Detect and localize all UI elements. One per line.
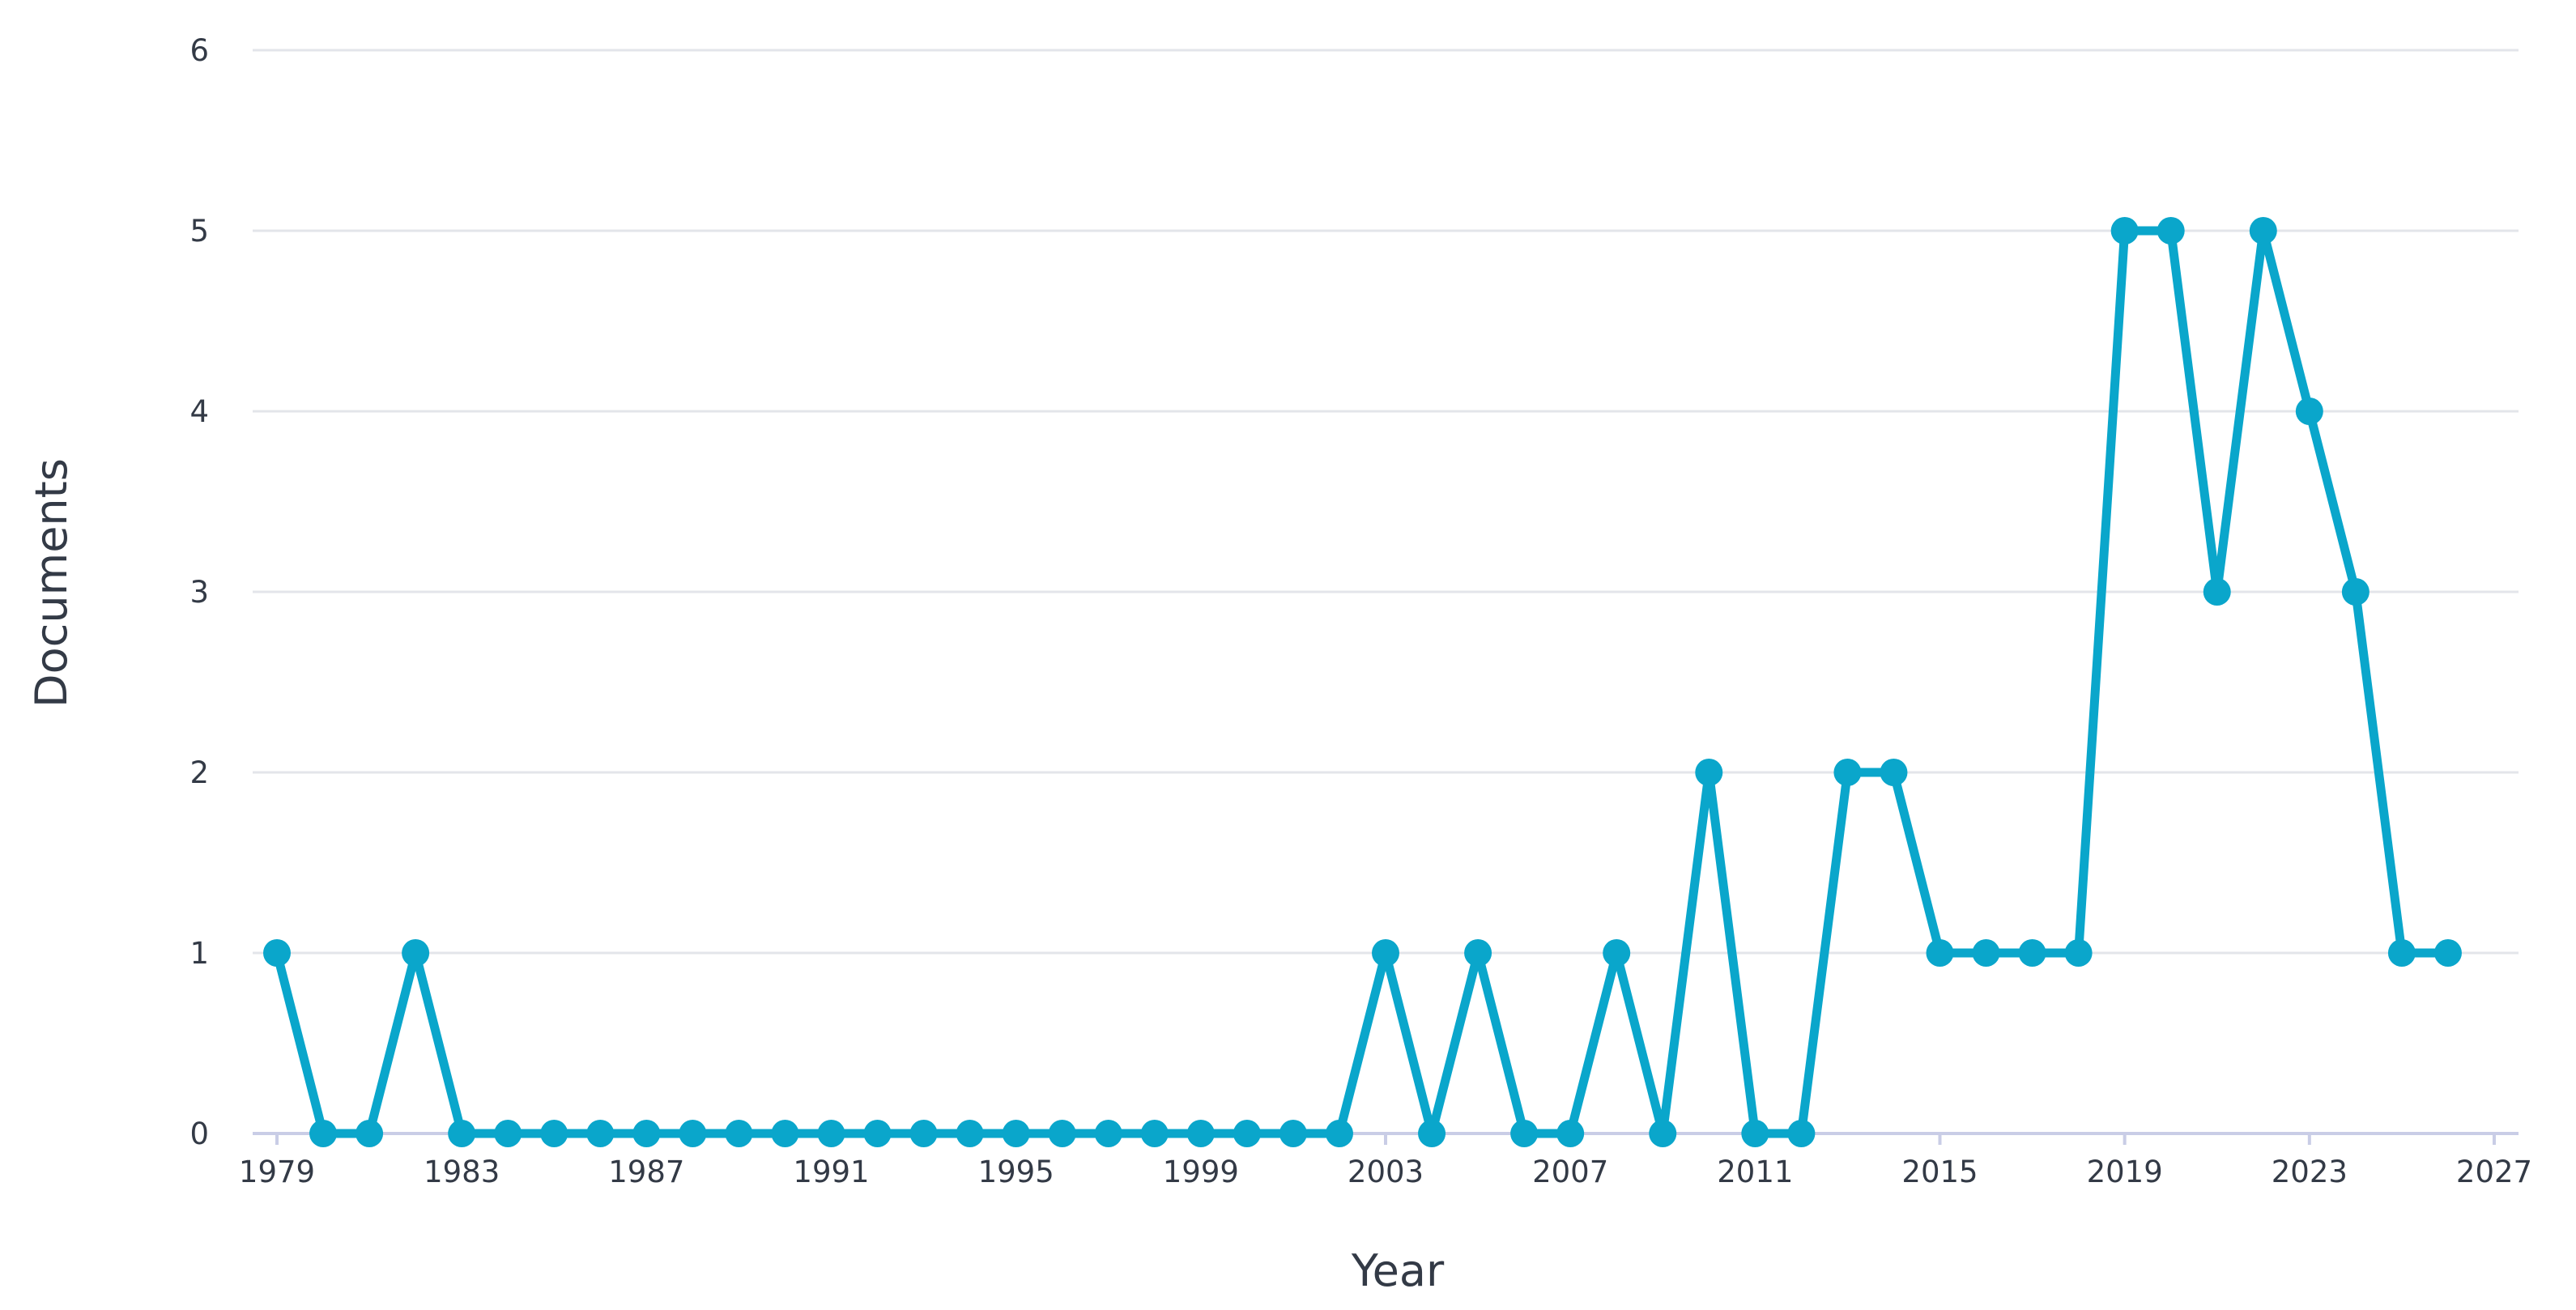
data-point[interactable] [2433,939,2462,967]
data-point[interactable] [632,1120,661,1147]
data-point[interactable] [1186,1120,1215,1147]
x-axis-ticks: 1979 1983 1987 1991 1995 1999 2003 2007 2011 2015… [239,1133,2532,1189]
y-tick-label: 4 [189,394,209,429]
data-point[interactable] [2341,578,2369,606]
data-point[interactable] [1233,1120,1261,1147]
x-tick-label: 1995 [978,1155,1054,1189]
x-tick-label: 1991 [793,1155,869,1189]
gridlines [253,49,2519,1135]
y-tick-label: 2 [189,755,209,790]
data-point[interactable] [1140,1120,1169,1147]
y-tick-label: 5 [189,214,209,249]
data-point[interactable] [863,1120,892,1147]
data-point[interactable] [725,1120,753,1147]
x-tick-label: 1983 [424,1155,500,1189]
data-point[interactable] [1464,939,1492,967]
data-point[interactable] [1695,759,1723,786]
data-point[interactable] [679,1120,707,1147]
data-point[interactable] [1972,939,2000,967]
data-point[interactable] [1787,1120,1816,1147]
data-point[interactable] [2157,217,2185,245]
data-point[interactable] [1325,1120,1353,1147]
data-point[interactable] [1094,1120,1122,1147]
data-point[interactable] [356,1120,384,1147]
data-point[interactable] [1418,1120,1446,1147]
data-point[interactable] [1556,1120,1585,1147]
data-point[interactable] [1510,1120,1539,1147]
data-point[interactable] [1002,1120,1030,1147]
data-point[interactable] [494,1120,522,1147]
x-tick-label: 2007 [1532,1155,1608,1189]
x-axis-title: Year [1351,1245,1445,1296]
data-point[interactable] [2387,939,2416,967]
y-tick-label: 0 [189,1116,209,1151]
data-point[interactable] [1649,1120,1677,1147]
x-tick-label: 2011 [1717,1155,1793,1189]
data-point[interactable] [2203,578,2231,606]
data-point[interactable] [771,1120,799,1147]
data-point[interactable] [1372,939,1399,967]
data-point[interactable] [540,1120,568,1147]
data-point[interactable] [2249,217,2277,245]
x-tick-label: 1987 [608,1155,684,1189]
x-tick-label: 2023 [2272,1155,2348,1189]
data-point[interactable] [1880,759,1908,786]
data-point[interactable] [1833,759,1862,786]
x-tick-label: 2003 [1348,1155,1424,1189]
data-point[interactable] [1741,1120,1769,1147]
series-line [272,226,2453,1138]
x-tick-label: 1979 [239,1155,315,1189]
data-point[interactable] [263,939,291,967]
data-point[interactable] [2110,217,2139,245]
data-point[interactable] [1279,1120,1307,1147]
data-point[interactable] [1603,939,1631,967]
data-point[interactable] [448,1120,476,1147]
x-tick-label: 1999 [1163,1155,1239,1189]
x-tick-label: 2027 [2456,1155,2532,1189]
y-tick-label: 6 [189,33,209,68]
x-tick-label: 2019 [2087,1155,2163,1189]
data-point[interactable] [402,939,430,967]
data-point[interactable] [2018,939,2046,967]
y-axis-title: Documents [26,458,77,708]
data-point[interactable] [1926,939,1954,967]
data-point[interactable] [586,1120,615,1147]
data-point[interactable] [956,1120,984,1147]
data-point[interactable] [1048,1120,1076,1147]
y-tick-label: 3 [189,575,209,610]
data-point[interactable] [309,1120,338,1147]
data-point[interactable] [2295,398,2323,425]
series-layer [263,217,2462,1147]
x-tick-label: 2015 [1901,1155,1978,1189]
data-point[interactable] [2064,939,2093,967]
data-point[interactable] [817,1120,845,1147]
y-tick-label: 1 [189,936,209,971]
y-axis-ticks: 0 1 2 3 4 5 6 [189,33,209,1151]
data-point[interactable] [909,1120,938,1147]
